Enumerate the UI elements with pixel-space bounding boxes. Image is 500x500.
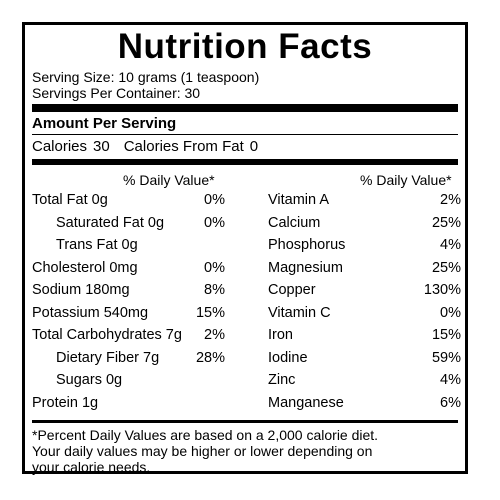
left-nutrient-pct: 15% — [195, 304, 225, 321]
footnote-line-3: your calorie needs. — [32, 459, 151, 475]
left-nutrient-label: Cholesterol 0mg — [32, 259, 138, 276]
right-nutrient-pct: 15% — [431, 327, 461, 343]
footnote-line-1: *Percent Daily Values are based on a 2,0… — [32, 427, 379, 443]
right-nutrient-label: Zinc — [268, 372, 296, 388]
left-dv-header: % Daily Value* — [123, 172, 215, 188]
right-nutrient-pct: 130% — [423, 282, 461, 298]
medium-divider — [32, 159, 458, 165]
right-nutrient-label: Copper — [268, 282, 316, 298]
footer-divider — [32, 420, 458, 423]
right-nutrient-pct: 4% — [440, 372, 461, 388]
right-nutrient-label: Vitamin A — [268, 192, 329, 208]
left-nutrient-label: Sugars 0g — [56, 372, 123, 388]
right-nutrient-pct: 25% — [431, 214, 461, 231]
calories-from-fat-label: Calories From Fat — [123, 138, 244, 155]
left-nutrient-label: Saturated Fat 0g — [56, 214, 165, 231]
left-nutrient-label: Sodium 180mg — [32, 282, 130, 298]
right-nutrient-label: Calcium — [268, 214, 321, 231]
right-nutrient-pct: 59% — [431, 349, 461, 366]
servings-per-container: Servings Per Container: 30 — [32, 85, 201, 101]
serving-size: Serving Size: 10 grams (1 teaspoon) — [32, 69, 260, 85]
footnote-line-2: Your daily values may be higher or lower… — [32, 443, 373, 459]
footnote: *Percent Daily Values are based on a 2,0… — [32, 427, 458, 475]
left-nutrient-label: Trans Fat 0g — [56, 237, 138, 253]
thin-divider — [32, 134, 458, 135]
right-dv-header: % Daily Value* — [360, 172, 452, 188]
left-nutrient-pct: 0% — [204, 259, 225, 276]
calories-line: Calories 30 Calories From Fat 0 — [32, 138, 264, 156]
right-nutrient-label: Iron — [268, 327, 293, 343]
right-nutrient-label: Manganese — [268, 394, 344, 411]
amount-per-serving: Amount Per Serving — [32, 115, 177, 132]
left-nutrient-label: Total Carbohydrates 7g — [32, 327, 182, 343]
calories-label: Calories — [32, 138, 88, 155]
left-nutrient-pct: 8% — [204, 282, 225, 298]
left-nutrient-label: Dietary Fiber 7g — [56, 349, 160, 366]
calories-value: 30 — [93, 138, 110, 155]
left-nutrient-pct: 28% — [195, 349, 225, 366]
right-nutrient-label: Vitamin C — [268, 304, 331, 321]
left-nutrient-pct: 0% — [204, 192, 225, 208]
label-title: Nutrition Facts — [117, 27, 373, 66]
right-nutrient-label: Phosphorus — [268, 237, 346, 253]
right-nutrient-pct: 25% — [431, 259, 461, 276]
left-nutrient-pct: 2% — [204, 327, 225, 343]
thick-divider — [32, 104, 458, 112]
left-nutrient-label: Total Fat 0g — [32, 192, 108, 208]
right-nutrient-pct: 0% — [440, 304, 461, 321]
right-nutrient-label: Iodine — [268, 349, 308, 366]
left-nutrient-pct: 0% — [204, 214, 225, 231]
right-nutrient-pct: 2% — [440, 192, 461, 208]
left-nutrient-label: Potassium 540mg — [32, 304, 149, 321]
right-nutrient-pct: 4% — [440, 237, 461, 253]
right-nutrient-pct: 6% — [440, 394, 461, 411]
left-nutrient-label: Protein 1g — [32, 394, 99, 411]
right-nutrient-label: Magnesium — [268, 259, 343, 276]
nutrition-label: Nutrition Facts Serving Size: 10 grams (… — [22, 22, 468, 475]
calories-from-fat-value: 0 — [249, 138, 259, 155]
